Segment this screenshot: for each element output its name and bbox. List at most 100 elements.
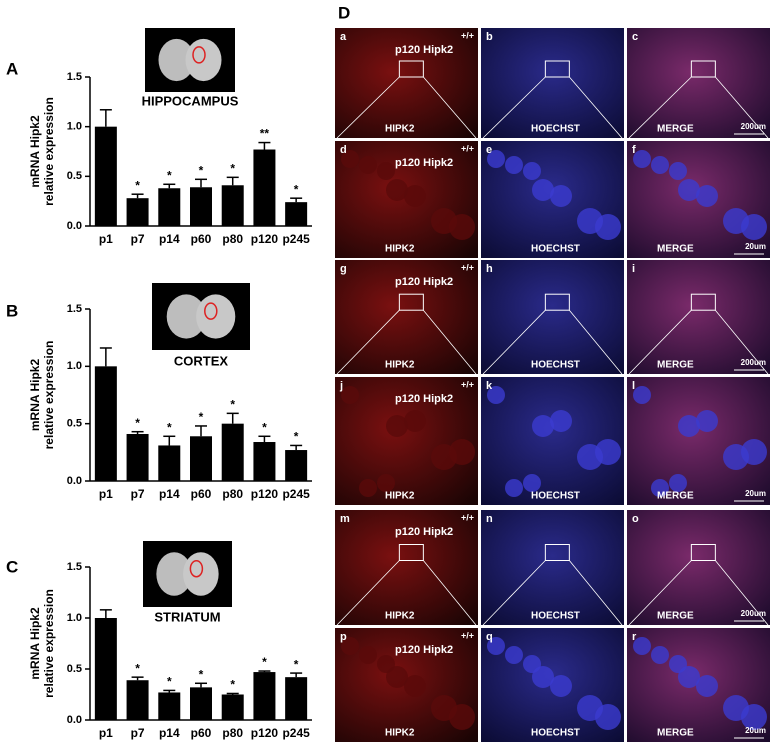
significance-mark: *	[135, 661, 140, 675]
zoom-line	[336, 76, 400, 139]
nucleus	[595, 214, 621, 240]
channel-caption: MERGE	[657, 360, 694, 371]
zoom-box	[690, 60, 716, 78]
bar	[158, 188, 181, 226]
nucleus	[550, 675, 572, 697]
channel-caption: HIPK2	[385, 244, 415, 255]
significance-mark: *	[199, 410, 204, 424]
bar	[94, 618, 117, 720]
x-tick-label: p1	[99, 487, 113, 501]
region-outline	[189, 559, 204, 578]
x-tick-label: p60	[191, 232, 212, 246]
nucleus	[595, 704, 621, 730]
bar	[253, 672, 276, 720]
scale-label: 20um	[745, 489, 766, 498]
zoom-line	[482, 560, 546, 626]
significance-mark: **	[260, 127, 270, 141]
panel-letter: k	[486, 380, 493, 392]
brain-left	[166, 294, 206, 339]
nucleus	[386, 179, 408, 201]
sample-name: p120 Hipk2	[395, 276, 453, 288]
nucleus	[696, 410, 718, 432]
x-tick-label: p245	[282, 726, 310, 740]
y-tick-label: 0.0	[67, 475, 82, 487]
channel-caption: HIPK2	[385, 360, 415, 371]
nucleus	[341, 150, 359, 168]
nucleus	[651, 646, 669, 664]
bar	[285, 202, 308, 226]
panel-label: C	[6, 557, 18, 576]
zoom-line	[423, 309, 477, 375]
nucleus	[449, 704, 475, 730]
significance-mark: *	[230, 398, 235, 412]
nucleus	[377, 474, 395, 492]
y-tick-label: 1.0	[67, 612, 82, 624]
panel-letter: n	[486, 513, 493, 525]
significance-mark: *	[199, 163, 204, 177]
zoom-box	[690, 293, 716, 311]
y-axis-label-line: relative expression	[42, 589, 56, 698]
nucleus	[633, 386, 651, 404]
zoom-box	[398, 60, 424, 78]
panel-letter: a	[340, 31, 347, 43]
significance-mark: *	[294, 657, 299, 671]
panel-letter: e	[486, 144, 492, 156]
y-tick-label: 0.0	[67, 220, 82, 232]
zoom-line	[569, 309, 623, 375]
micrograph	[627, 377, 770, 505]
zoom-line	[715, 560, 769, 626]
nucleus	[523, 474, 541, 492]
panel-letter: f	[632, 144, 636, 156]
panel-letter: q	[486, 631, 493, 643]
channel-caption: HOECHST	[531, 611, 580, 622]
significance-mark: *	[135, 178, 140, 192]
nucleus	[404, 675, 426, 697]
x-tick-label: p7	[131, 726, 145, 740]
nucleus	[669, 655, 687, 673]
channel-caption: HOECHST	[531, 491, 580, 502]
significance-mark: *	[167, 675, 172, 689]
x-tick-label: p80	[222, 232, 243, 246]
zoom-line	[336, 560, 400, 626]
micrograph	[481, 28, 624, 138]
genotype: +/+	[461, 30, 474, 40]
significance-mark: *	[199, 667, 204, 681]
zoom-box	[398, 544, 424, 561]
nucleus	[550, 185, 572, 207]
chart-subtitle: HIPPOCAMPUS	[142, 93, 239, 108]
nucleus	[359, 479, 377, 497]
y-axis-label-line: relative expression	[42, 97, 56, 206]
chart-subtitle: CORTEX	[174, 353, 229, 368]
nucleus	[377, 655, 395, 673]
bar	[285, 450, 308, 481]
nucleus	[359, 156, 377, 174]
x-tick-label: p245	[282, 487, 310, 501]
channel-caption: HIPK2	[385, 491, 415, 502]
zoom-line	[628, 560, 692, 626]
panel-letter: h	[486, 263, 493, 275]
nucleus	[449, 439, 475, 465]
panel-letter: r	[632, 631, 637, 643]
micrograph	[335, 28, 478, 138]
x-tick-label: p80	[222, 726, 243, 740]
y-tick-label: 0.5	[67, 170, 82, 182]
zoom-line	[628, 309, 692, 375]
genotype: +/+	[461, 143, 474, 153]
channel-caption: MERGE	[657, 491, 694, 502]
nucleus	[651, 156, 669, 174]
sample-name: p120 Hipk2	[395, 644, 453, 656]
zoom-box	[398, 293, 424, 311]
brain-left	[156, 552, 192, 596]
nucleus	[669, 162, 687, 180]
micrograph	[627, 510, 770, 625]
x-tick-label: p1	[99, 232, 113, 246]
x-tick-label: p245	[282, 232, 310, 246]
nucleus	[678, 666, 700, 688]
bar	[190, 687, 212, 720]
micrograph	[335, 260, 478, 374]
x-tick-label: p14	[159, 487, 180, 501]
y-axis-label-line: mRNA Hipk2	[28, 359, 42, 432]
channel-caption: MERGE	[657, 244, 694, 255]
y-axis-label-line: relative expression	[42, 341, 56, 450]
